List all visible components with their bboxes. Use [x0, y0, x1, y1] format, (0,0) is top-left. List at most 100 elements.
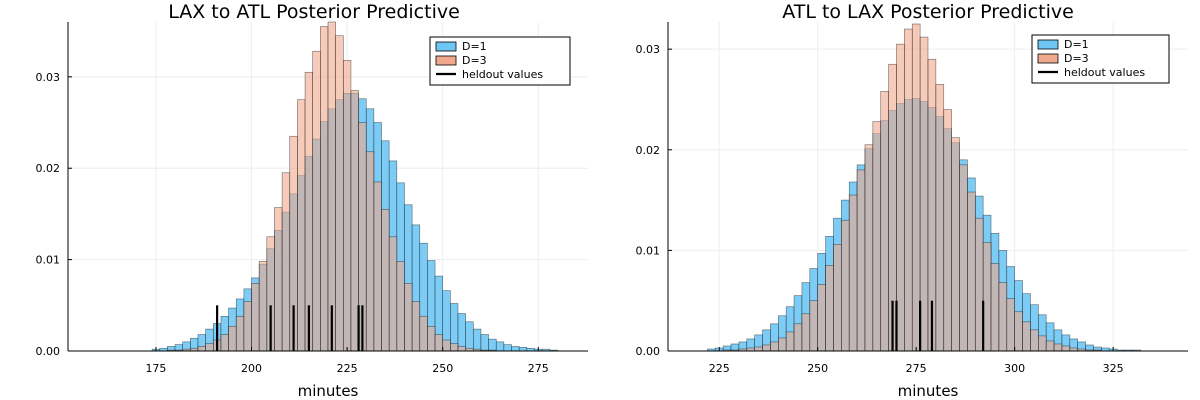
bar-d1	[511, 346, 520, 352]
bar-d3	[205, 343, 214, 352]
legend-label-d3: D=3	[462, 54, 487, 67]
bar-d3	[1061, 345, 1071, 352]
bar-d3	[350, 90, 359, 352]
y-tick-label: 0.00	[36, 345, 61, 358]
bar-d3	[833, 244, 842, 352]
bar-d1	[495, 341, 505, 352]
bar-d3	[1045, 340, 1055, 352]
y-tick-label: 0.02	[36, 162, 61, 175]
bar-d3	[320, 26, 329, 352]
bar-d3	[427, 326, 436, 352]
bar-d3	[228, 326, 237, 352]
y-tick-label: 0.01	[36, 254, 61, 267]
legend-label-d1: D=1	[1064, 38, 1089, 51]
plot-area: 175 200 225 250 275 0.00 0.01 0.02 0.03	[36, 21, 588, 375]
bar-d3	[793, 323, 803, 352]
bar-d3	[1006, 298, 1015, 352]
bar-d3	[243, 301, 252, 352]
chart-title: LAX to ATL Posterior Predictive	[168, 1, 460, 23]
bar-d3	[935, 84, 945, 352]
x-tick-label: 325	[1103, 362, 1124, 375]
bar-d3	[785, 331, 795, 352]
x-tick-label: 300	[1004, 362, 1025, 375]
y-tick-label: 0.03	[36, 71, 61, 84]
bar-d3	[297, 99, 306, 352]
x-tick-label: 225	[709, 362, 730, 375]
y-tick-label: 0.02	[636, 144, 661, 157]
legend: D=1 D=3 heldout values	[429, 36, 571, 86]
bar-d1	[503, 344, 512, 352]
bar-d3	[404, 283, 413, 352]
legend-swatch-d1	[435, 41, 457, 52]
bar-d3	[434, 334, 444, 352]
bar-d3	[342, 60, 352, 352]
bar-d3	[809, 300, 818, 352]
chart-atl-to-lax: ATL to LAX Posterior Predictive minutes …	[636, 1, 1188, 400]
bar-d1	[518, 347, 528, 352]
bar-d3	[457, 346, 466, 352]
y-tick-label: 0.01	[636, 244, 661, 257]
bar-d3	[951, 137, 960, 352]
legend-label-d1: D=1	[462, 40, 487, 53]
bar-d3	[872, 121, 882, 352]
bar-d3	[1030, 329, 1039, 352]
bar-d1	[480, 334, 489, 352]
x-tick-label: 250	[807, 362, 828, 375]
legend-label-heldout: heldout values	[462, 68, 543, 81]
bar-d3	[848, 194, 858, 352]
x-tick-label: 200	[241, 362, 262, 375]
bar-d3	[801, 313, 811, 352]
y-tick-label: 0.03	[636, 43, 661, 56]
bar-d1	[457, 313, 466, 352]
bar-d3	[864, 144, 874, 352]
bar-d3	[1022, 321, 1031, 352]
bar-d3	[388, 236, 398, 352]
bar-d1	[488, 338, 497, 352]
bar-d3	[762, 344, 771, 352]
legend: D=1 D=3 heldout values	[1031, 34, 1170, 84]
bar-d3	[841, 219, 850, 352]
bar-d3	[943, 109, 952, 352]
bar-d3	[335, 35, 344, 352]
bar-d3	[281, 172, 291, 352]
legend-swatch-d1	[1037, 39, 1059, 50]
bar-d3	[896, 43, 905, 352]
bar-d3	[258, 261, 268, 352]
bar-d3	[419, 315, 428, 352]
chart-lax-to-atl: LAX to ATL Posterior Predictive minutes …	[36, 1, 588, 400]
x-tick-label: 225	[337, 362, 358, 375]
bar-d3	[770, 341, 779, 352]
bar-d3	[327, 21, 336, 352]
x-tick-label: 250	[432, 362, 453, 375]
bar-d3	[990, 263, 1000, 352]
bar-d3	[396, 261, 405, 352]
bar-d3	[365, 151, 375, 352]
y-tick-label: 0.00	[636, 345, 661, 358]
bar-d3	[754, 346, 763, 352]
bar-d3	[450, 343, 459, 352]
bar-d3	[220, 334, 229, 352]
bar-d3	[251, 283, 260, 352]
bar-d3	[312, 50, 321, 352]
legend-label-heldout: heldout values	[1064, 66, 1145, 79]
x-tick-label: 275	[528, 362, 549, 375]
bar-d3	[1053, 343, 1063, 352]
bar-d3	[817, 284, 826, 352]
bar-d3	[381, 209, 390, 352]
legend-label-d3: D=3	[1064, 52, 1089, 65]
bar-d3	[778, 337, 787, 352]
bar-d3	[442, 339, 451, 352]
legend-swatch-d3	[1037, 53, 1059, 64]
legend-swatch-d3	[435, 55, 457, 66]
bar-d3	[998, 282, 1008, 352]
bar-d3	[967, 191, 976, 352]
bar-d3	[974, 217, 984, 352]
x-axis-label: minutes	[298, 382, 359, 400]
bar-d3	[825, 265, 834, 352]
bar-d3	[197, 346, 206, 352]
bar-d3	[904, 28, 913, 352]
chart-title: ATL to LAX Posterior Predictive	[782, 1, 1074, 23]
bar-d3	[274, 207, 283, 352]
x-axis-label: minutes	[898, 382, 959, 400]
